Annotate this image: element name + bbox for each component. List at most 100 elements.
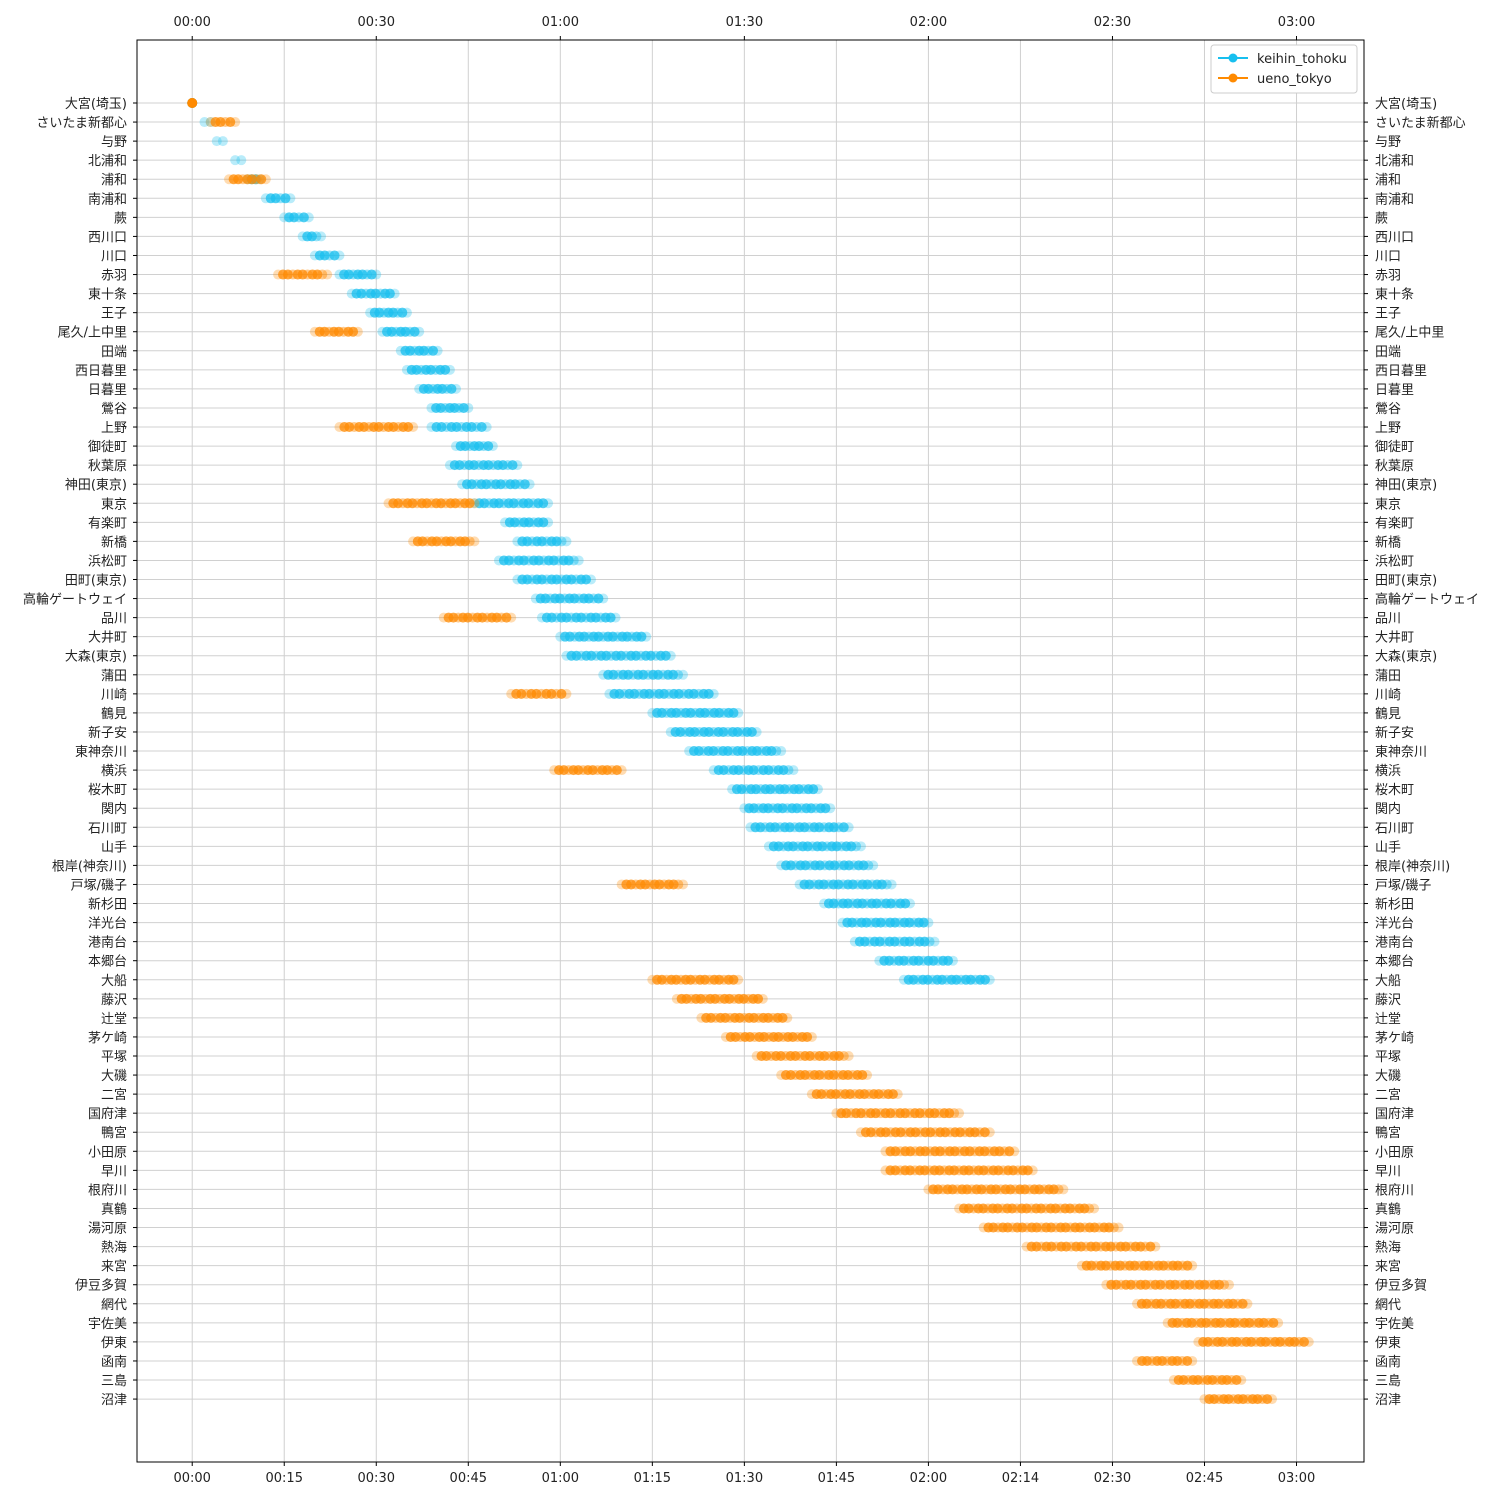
data-point: [874, 936, 885, 947]
station-label-right: 西川口: [1375, 230, 1414, 245]
data-point: [533, 555, 544, 566]
data-point: [1192, 1375, 1203, 1386]
data-point: [270, 193, 281, 204]
data-point: [961, 1184, 972, 1195]
station-label-left: 東十条: [88, 287, 127, 303]
data-point: [403, 422, 414, 433]
data-point: [738, 993, 749, 1004]
station-label-right: 網代: [1375, 1298, 1401, 1313]
data-point: [516, 688, 527, 699]
station-label-right: 新子安: [1375, 725, 1414, 741]
data-point: [1231, 1375, 1242, 1386]
data-point: [297, 269, 308, 280]
station-label-left: 三島: [101, 1374, 127, 1389]
data-point: [710, 993, 721, 1004]
data-point: [654, 879, 665, 890]
data-point: [518, 555, 529, 566]
data-point: [641, 631, 652, 642]
data-point: [1079, 1203, 1090, 1214]
data-point: [905, 1165, 916, 1176]
data-point: [783, 765, 794, 776]
data-point: [546, 688, 557, 699]
data-point: [356, 288, 367, 299]
data-point: [405, 345, 416, 356]
data-point: [765, 784, 776, 795]
x-tick-label: 01:45: [818, 1471, 855, 1486]
data-point: [1060, 1222, 1071, 1233]
data-point: [561, 612, 572, 623]
data-point: [421, 498, 432, 509]
data-point: [1298, 1336, 1309, 1347]
data-point: [425, 364, 436, 375]
station-label-right: 本郷台: [1375, 955, 1414, 970]
data-point: [940, 1127, 951, 1138]
data-point: [357, 269, 368, 280]
data-point: [225, 117, 236, 128]
data-point: [799, 822, 810, 833]
data-point: [583, 593, 594, 604]
data-point: [857, 1070, 868, 1081]
data-point: [573, 555, 584, 566]
data-point: [548, 555, 559, 566]
data-point: [1005, 1184, 1016, 1195]
data-point: [462, 612, 473, 623]
data-point: [1178, 1375, 1189, 1386]
data-point: [503, 555, 514, 566]
data-point: [800, 860, 811, 871]
data-point: [1158, 1260, 1169, 1271]
data-point: [428, 345, 439, 356]
data-point: [551, 536, 562, 547]
station-label-right: 根岸(神奈川): [1375, 859, 1450, 874]
data-point: [1142, 1355, 1153, 1366]
station-label-left: 根府川: [88, 1183, 127, 1198]
data-point: [924, 936, 935, 947]
station-label-left: 浦和: [101, 173, 127, 188]
station-label-right: 石川町: [1375, 821, 1414, 836]
data-point: [678, 879, 689, 890]
data-point: [949, 1165, 960, 1176]
top-tick-label: 00:00: [173, 15, 210, 30]
data-point: [890, 917, 901, 928]
data-point: [800, 1070, 811, 1081]
data-point: [1266, 1394, 1277, 1405]
data-point: [519, 479, 530, 490]
x-tick-label: 02:45: [1186, 1471, 1223, 1486]
data-point: [459, 536, 470, 547]
data-point: [593, 593, 604, 604]
data-point: [477, 612, 488, 623]
station-label-left: 蒲田: [101, 669, 127, 684]
data-point: [1086, 1260, 1097, 1271]
data-point: [1172, 1355, 1183, 1366]
data-point: [947, 1184, 958, 1195]
data-point: [734, 1012, 745, 1023]
axis-ticks: [133, 36, 1368, 1466]
data-point: [806, 803, 817, 814]
data-point: [773, 1031, 784, 1042]
data-point: [728, 707, 739, 718]
x-tick-label: 02:14: [1002, 1471, 1039, 1486]
station-label-left: 茅ケ崎: [88, 1031, 127, 1046]
data-point: [563, 555, 574, 566]
series-ueno_tokyo: [187, 98, 1314, 1405]
data-point: [571, 650, 582, 661]
station-label-left: 新子安: [88, 725, 127, 741]
station-label-left: 鴨宮: [101, 1125, 127, 1141]
data-point: [851, 841, 862, 852]
data-point: [1076, 1241, 1087, 1252]
data-point: [733, 974, 744, 985]
x-tick-label: 00:45: [450, 1471, 487, 1486]
data-point: [1217, 1336, 1228, 1347]
data-point: [466, 479, 477, 490]
data-point: [551, 574, 562, 585]
data-point: [556, 536, 567, 547]
data-point: [728, 974, 739, 985]
legend-label-ueno-tokyo: ueno_tokyo: [1257, 72, 1332, 87]
data-point: [538, 498, 549, 509]
station-label-right: 田端: [1375, 345, 1401, 360]
data-point: [217, 136, 228, 147]
data-point: [678, 669, 689, 680]
data-point: [847, 879, 858, 890]
station-label-right: 川崎: [1375, 688, 1401, 703]
data-point: [236, 155, 247, 166]
data-point: [358, 422, 369, 433]
